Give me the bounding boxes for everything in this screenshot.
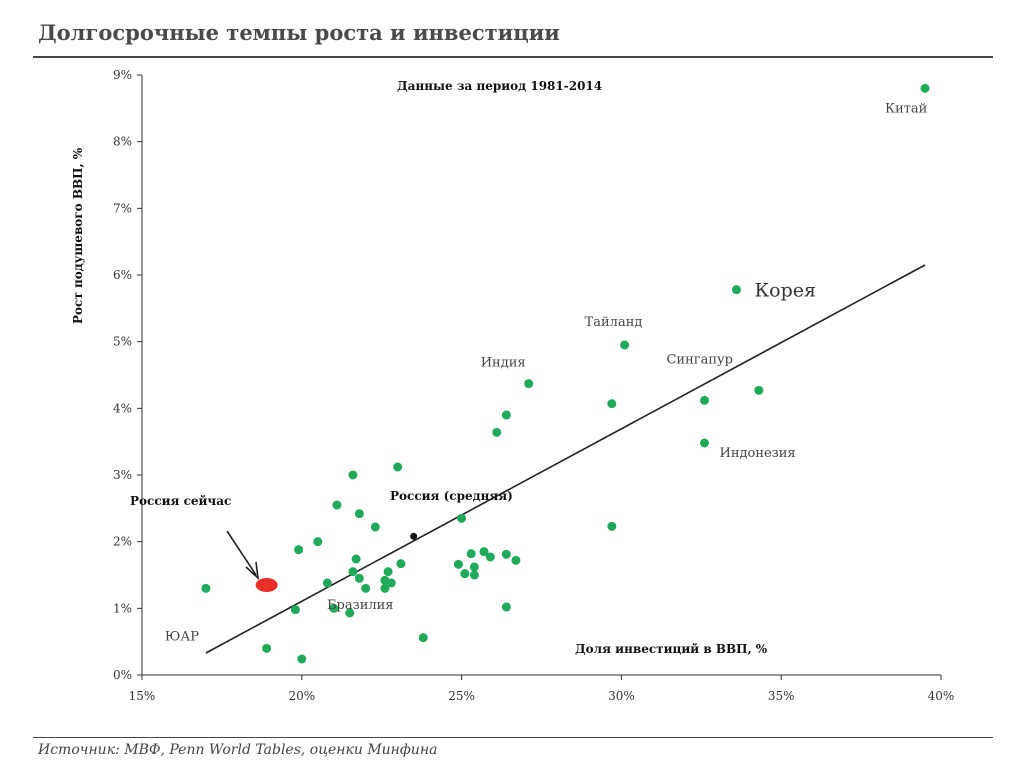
data-point [262, 643, 272, 653]
russia-now-label: Россия сейчас [130, 494, 231, 508]
data-point [469, 562, 479, 572]
x-tick-label: 30% [608, 689, 635, 703]
data-point [290, 605, 300, 615]
data-point [345, 608, 355, 618]
x-tick-label: 20% [288, 689, 315, 703]
y-tick-label: 7% [113, 201, 132, 215]
data-point [380, 583, 390, 593]
y-tick-label: 3% [113, 468, 132, 482]
y-tick-label: 8% [113, 135, 132, 149]
data-point [485, 552, 495, 562]
x-tick-label: 40% [928, 689, 955, 703]
data-point [396, 559, 406, 569]
chart-axes: 0% 1% 2% 3% 4% 5% 6% 7% 8% 9% 15% 20% 25% 30% 35% 40% [113, 68, 954, 703]
data-point [469, 570, 479, 580]
data-point [351, 554, 361, 564]
title-divider [33, 56, 993, 58]
chart-subtitle: Данные за период 1981-2014 [397, 79, 602, 93]
data-point [501, 602, 511, 612]
data-point [501, 410, 511, 420]
data-point [607, 521, 617, 531]
data-point [348, 567, 358, 577]
data-point [383, 567, 393, 577]
trend-line [205, 264, 926, 654]
data-point [418, 633, 428, 643]
russia-average-marker [410, 532, 418, 540]
y-tick-label: 5% [113, 335, 132, 349]
x-tick-label: 35% [768, 689, 795, 703]
y-tick-label: 6% [113, 268, 132, 282]
point-label: Сингапур [666, 352, 732, 367]
page-title: Долгосрочные темпы роста и инвестиции [38, 20, 560, 45]
russia-now-arrow [226, 530, 260, 581]
y-tick-label: 4% [113, 401, 132, 415]
x-tick-label: 15% [129, 689, 156, 703]
data-point [457, 513, 467, 523]
data-point [313, 537, 323, 547]
source-note: Источник: МВФ, Penn World Tables, оценки… [38, 742, 438, 758]
data-point [361, 583, 371, 593]
data-point [332, 500, 342, 510]
point-label: Индонезия [719, 446, 795, 461]
source-divider [33, 737, 993, 738]
point-label: ЮАР [165, 629, 199, 644]
data-point [479, 547, 489, 557]
point-label: Индия [481, 356, 526, 371]
point-labels: Китай Корея Тайланд Индия Сингапур Индонезия Ю… [165, 101, 927, 644]
data-point [511, 555, 521, 565]
data-point [731, 285, 741, 295]
point-label: Китай [885, 101, 927, 116]
data-point [297, 654, 307, 664]
data-point [201, 583, 211, 593]
data-point [354, 509, 364, 519]
y-axis-label: Рост подушевого ВВП, % [71, 147, 85, 324]
x-axis-label: Доля инвестиций в ВВП, % [575, 642, 768, 656]
data-point [920, 83, 930, 93]
y-tick-label: 1% [113, 601, 132, 615]
x-tick-label: 25% [448, 689, 475, 703]
russia-average-label: Россия (средняя) [390, 489, 513, 503]
data-point [501, 549, 511, 559]
data-point [322, 578, 332, 588]
data-point [354, 573, 364, 583]
data-point [294, 545, 304, 555]
data-point [699, 438, 709, 448]
data-point [380, 575, 390, 585]
data-point [370, 522, 380, 532]
russia-now-marker [255, 578, 278, 592]
brazil-label: Бразилия [327, 598, 394, 613]
data-point [460, 569, 470, 579]
y-tick-label: 2% [113, 535, 132, 549]
data-point [754, 385, 764, 395]
data-point [620, 340, 630, 350]
data-point [329, 603, 339, 613]
data-point [607, 399, 617, 409]
y-tick-label: 0% [113, 668, 132, 682]
point-label: Корея [754, 280, 816, 302]
data-point [524, 379, 534, 389]
point-label: Тайланд [585, 315, 643, 330]
data-point [492, 427, 502, 437]
data-point [453, 559, 463, 569]
data-point [393, 462, 403, 472]
data-points [201, 83, 930, 664]
data-point [699, 395, 709, 405]
data-point [466, 549, 476, 559]
data-point [348, 470, 358, 480]
y-tick-label: 9% [113, 68, 132, 82]
